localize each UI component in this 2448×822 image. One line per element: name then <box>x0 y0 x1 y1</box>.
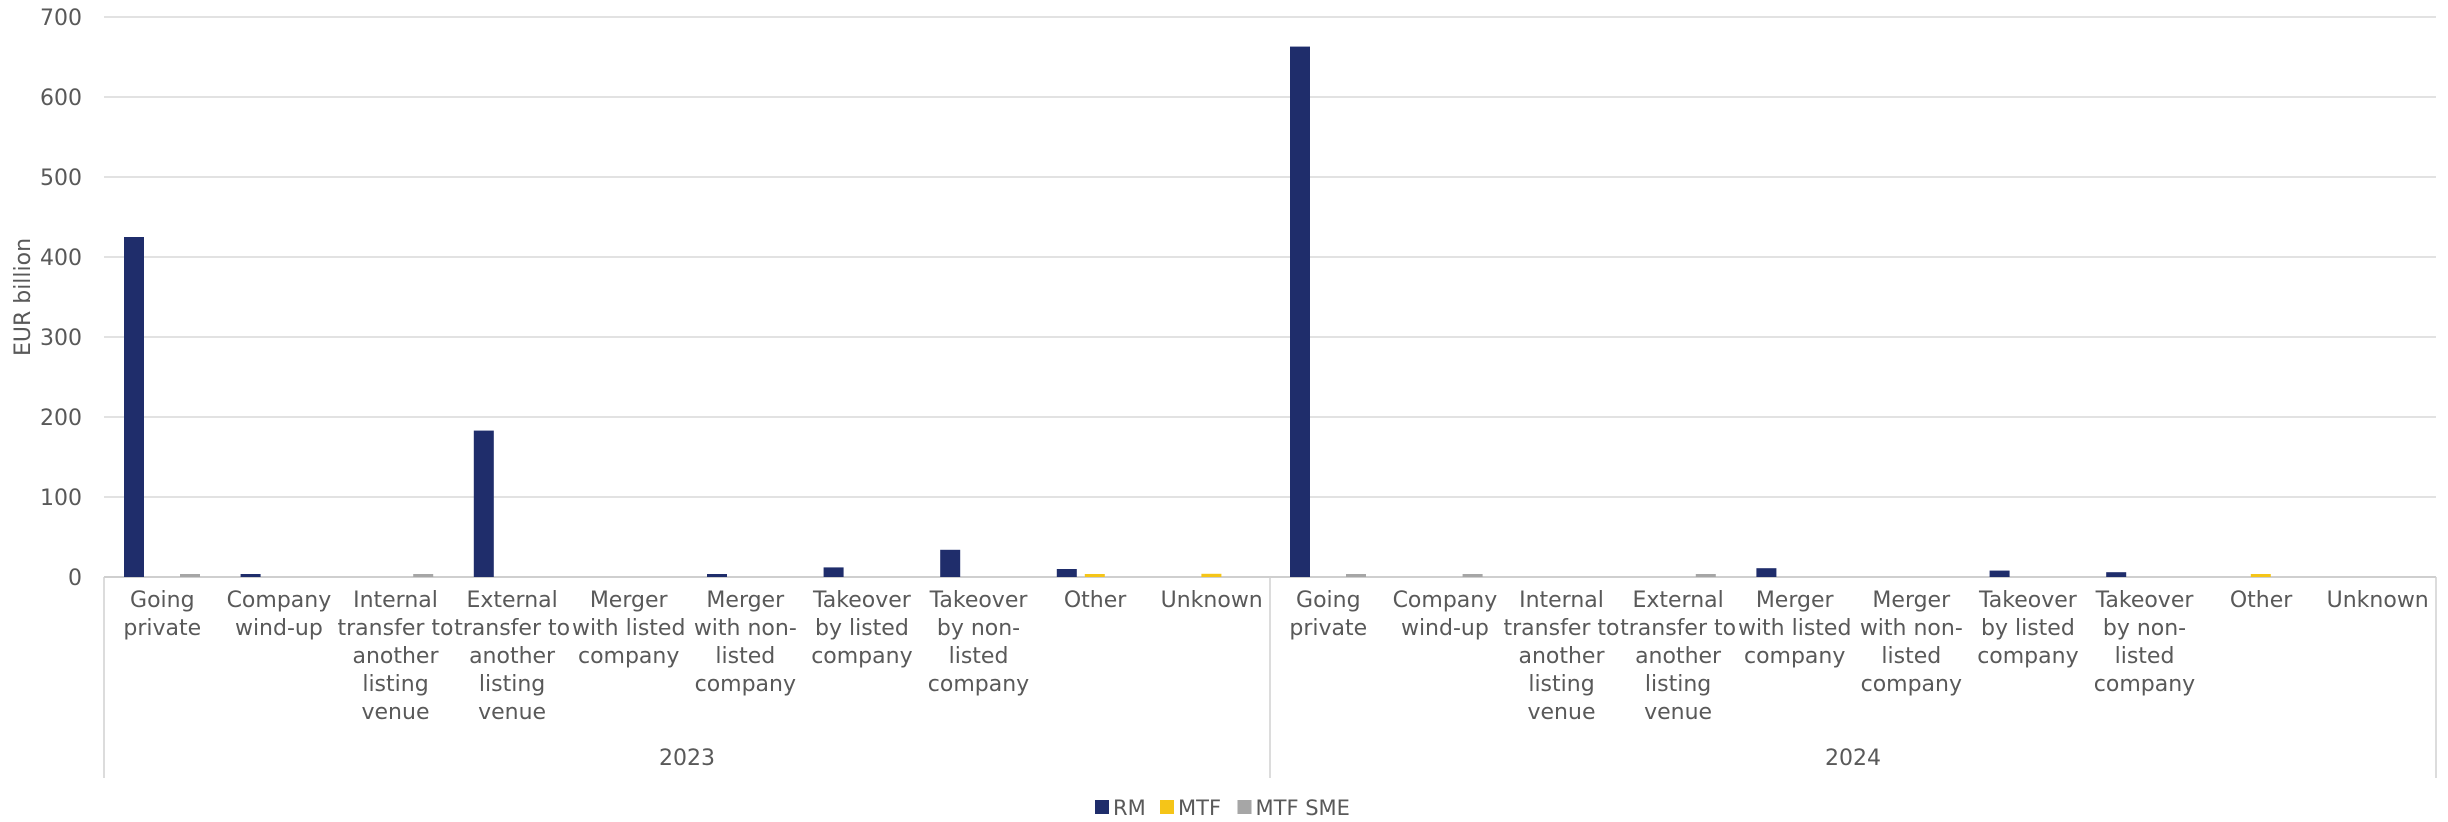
bar-rm <box>473 430 494 577</box>
bar-rm <box>240 574 261 577</box>
y-tick-label: 100 <box>40 486 82 511</box>
legend-swatch <box>1237 800 1252 814</box>
category-label: Merger with listed company <box>572 588 685 669</box>
bar-rm <box>1056 569 1077 577</box>
category-label: Unknown <box>2327 588 2429 613</box>
y-axis-title: EUR billion <box>11 238 36 356</box>
category-label: Other <box>2230 588 2293 613</box>
category-label: Going private <box>123 588 201 641</box>
category-label: Other <box>1064 588 1127 613</box>
category-label: Internal transfer to another listing venue <box>338 588 454 725</box>
category-label: Going private <box>1289 588 1367 641</box>
y-tick-label: 500 <box>40 166 82 191</box>
legend-swatch <box>1160 800 1174 814</box>
y-tick-label: 700 <box>40 6 82 31</box>
category-label: Merger with non-listed company <box>1860 588 1963 697</box>
legend-label: MTF SME <box>1256 796 1350 820</box>
legend-swatch <box>1095 800 1109 814</box>
category-label: External transfer to another listing venue <box>454 588 570 725</box>
bar-rm <box>1989 570 2010 577</box>
y-tick-label: 0 <box>68 566 82 591</box>
category-label: Company wind-up <box>227 588 332 641</box>
legend-label: MTF <box>1178 796 1221 820</box>
y-axis-ticks: 0 100 200 300 400 500 600 700 <box>40 6 82 591</box>
gridlines <box>104 16 2436 578</box>
category-label: Takeover by non-listed company <box>928 588 1029 697</box>
legend: RM MTF MTF SME <box>1095 796 1350 820</box>
bar-rm <box>2106 572 2127 577</box>
y-tick-label: 600 <box>40 86 82 111</box>
bar-rm <box>1290 46 1310 578</box>
bar-mtf-sme <box>413 574 434 577</box>
bar-rm <box>1756 568 1777 577</box>
group-label: 2024 <box>1825 746 1881 771</box>
bar-rm <box>940 549 961 577</box>
bar-rm <box>823 567 844 577</box>
category-label: External transfer to another listing venue <box>1620 588 1736 725</box>
category-label: Takeover by listed company <box>1977 588 2078 669</box>
category-label: Company wind-up <box>1393 588 1498 641</box>
bar-mtf <box>2250 574 2271 577</box>
category-label: Internal transfer to another listing venue <box>1504 588 1620 725</box>
category-label: Unknown <box>1161 588 1263 613</box>
bar-mtf-sme <box>1695 574 1716 577</box>
bar-mtf-sme <box>180 574 200 577</box>
bar-mtf <box>1201 573 1222 577</box>
category-label: Takeover by non-listed company <box>2094 588 2195 697</box>
y-tick-label: 300 <box>40 326 82 351</box>
category-label: Merger with listed company <box>1738 588 1851 669</box>
category-label: Merger with non-listed company <box>694 588 797 697</box>
category-label: Takeover by listed company <box>811 588 912 669</box>
bar-mtf <box>1084 574 1105 577</box>
group-label: 2023 <box>659 746 715 771</box>
bar-mtf-sme <box>1462 574 1483 577</box>
bar-mtf-sme <box>1346 574 1366 577</box>
y-tick-label: 200 <box>40 406 82 431</box>
y-tick-label: 400 <box>40 246 82 271</box>
legend-label: RM <box>1113 796 1146 820</box>
bars <box>124 46 2271 578</box>
bar-rm <box>124 237 144 577</box>
bar-rm <box>707 574 727 577</box>
